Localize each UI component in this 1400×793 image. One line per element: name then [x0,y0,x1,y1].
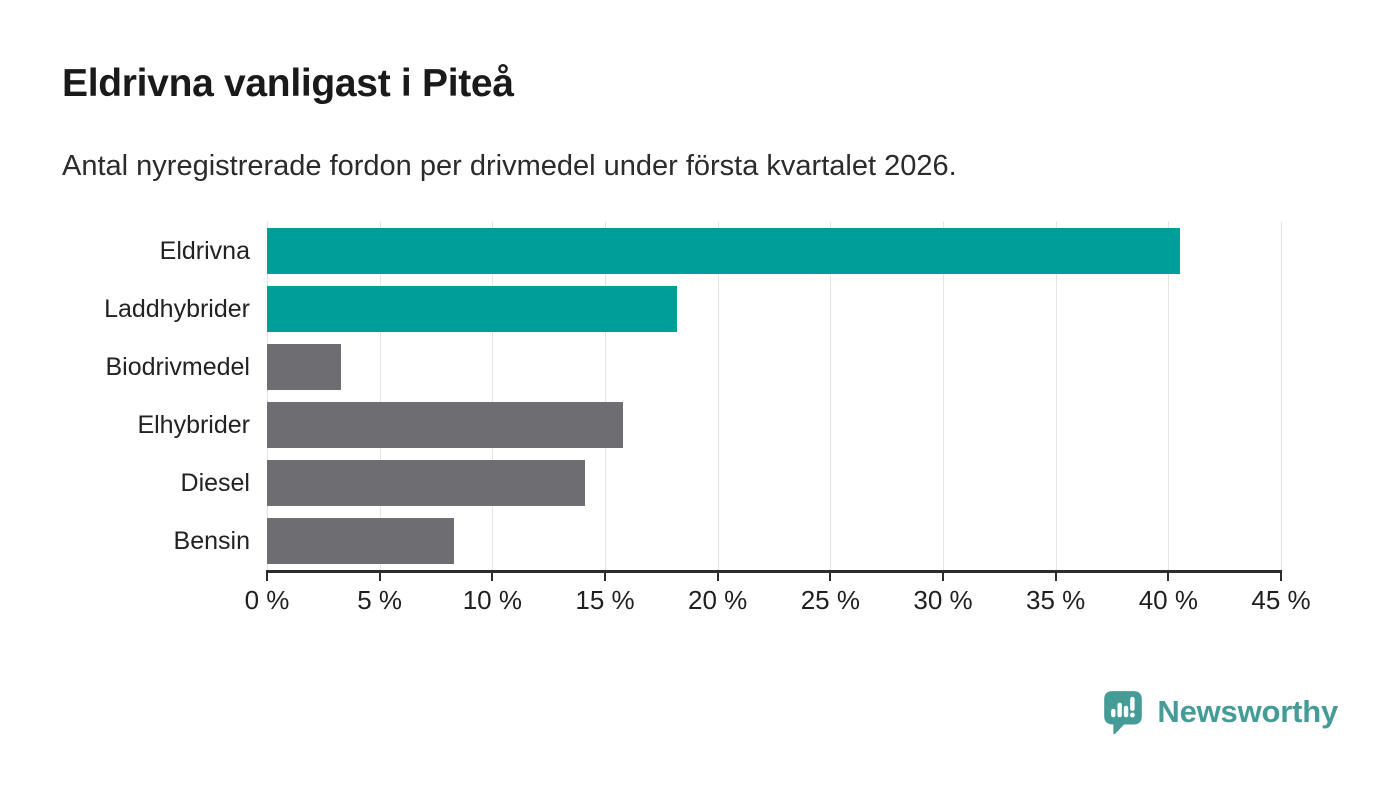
x-tick-mark [266,570,268,581]
x-tick-label: 40 % [1138,585,1198,615]
x-axis-line [266,570,1282,573]
chart-subtitle: Antal nyregistrerade fordon per drivmede… [62,150,957,182]
x-tick-label: 20 % [688,585,748,615]
gridline [943,222,944,570]
x-tick-mark [604,570,606,581]
category-label: Diesel [180,468,250,497]
x-tick-label: 15 % [575,585,635,615]
plot-area [267,222,1282,570]
bar-biodrivmedel [267,344,342,390]
newsworthy-logo-text: Newsworthy [1157,694,1338,729]
gridline [605,222,606,570]
gridline [379,222,381,570]
bar-row [267,396,1281,454]
x-axis: 0 % 5 % 10 % 15 % 20 % 25 % 30 % 35 % 40 % 45 % [245,570,1311,620]
x-tick-mark [378,570,381,581]
x-tick-label: 5 % [357,585,403,615]
newsworthy-bubble-chart-icon [1104,691,1143,735]
x-tick-label: 0 % [244,585,290,615]
category-label: Biodrivmedel [105,352,250,381]
x-tick-mark [491,570,494,581]
x-tick-label: 45 % [1251,585,1311,615]
chart-title: Eldrivna vanligast i Piteå [62,62,514,105]
x-tick-label: 25 % [800,585,860,615]
gridline [1055,222,1057,570]
category-label: Laddhybrider [104,294,250,323]
x-tick-mark [1167,570,1170,581]
x-tick-mark [716,570,719,581]
category-label: Bensin [173,526,250,555]
bar-row [267,338,1281,396]
gridline [267,222,268,570]
bar-row [267,512,1281,570]
bar-diesel [267,460,585,506]
x-tick-label: 35 % [1026,585,1086,615]
category-label: Elhybrider [137,410,250,439]
gridline [717,222,719,570]
bar-row [267,454,1281,512]
gridline [1168,222,1170,570]
gridline [492,222,494,570]
newsworthy-logo: Newsworthy [1102,689,1338,735]
bar-laddhybrider [267,286,678,332]
y-axis-labels: Eldrivna Laddhybrider Biodrivmedel Elhybrid… [0,222,250,570]
x-tick-mark [942,570,944,581]
bar-eldrivna [267,228,1180,274]
x-tick-mark [1280,570,1282,581]
bar-row [267,280,1281,338]
gridline [1281,222,1282,570]
x-tick-mark [1054,570,1057,581]
gridline [830,222,832,570]
x-tick-mark [829,570,832,581]
x-tick-label: 30 % [913,585,973,615]
bar-bensin [267,518,455,564]
bar-row [267,222,1281,280]
bar-elhybrider [267,402,624,448]
category-label: Eldrivna [159,236,250,265]
x-tick-label: 10 % [462,585,522,615]
